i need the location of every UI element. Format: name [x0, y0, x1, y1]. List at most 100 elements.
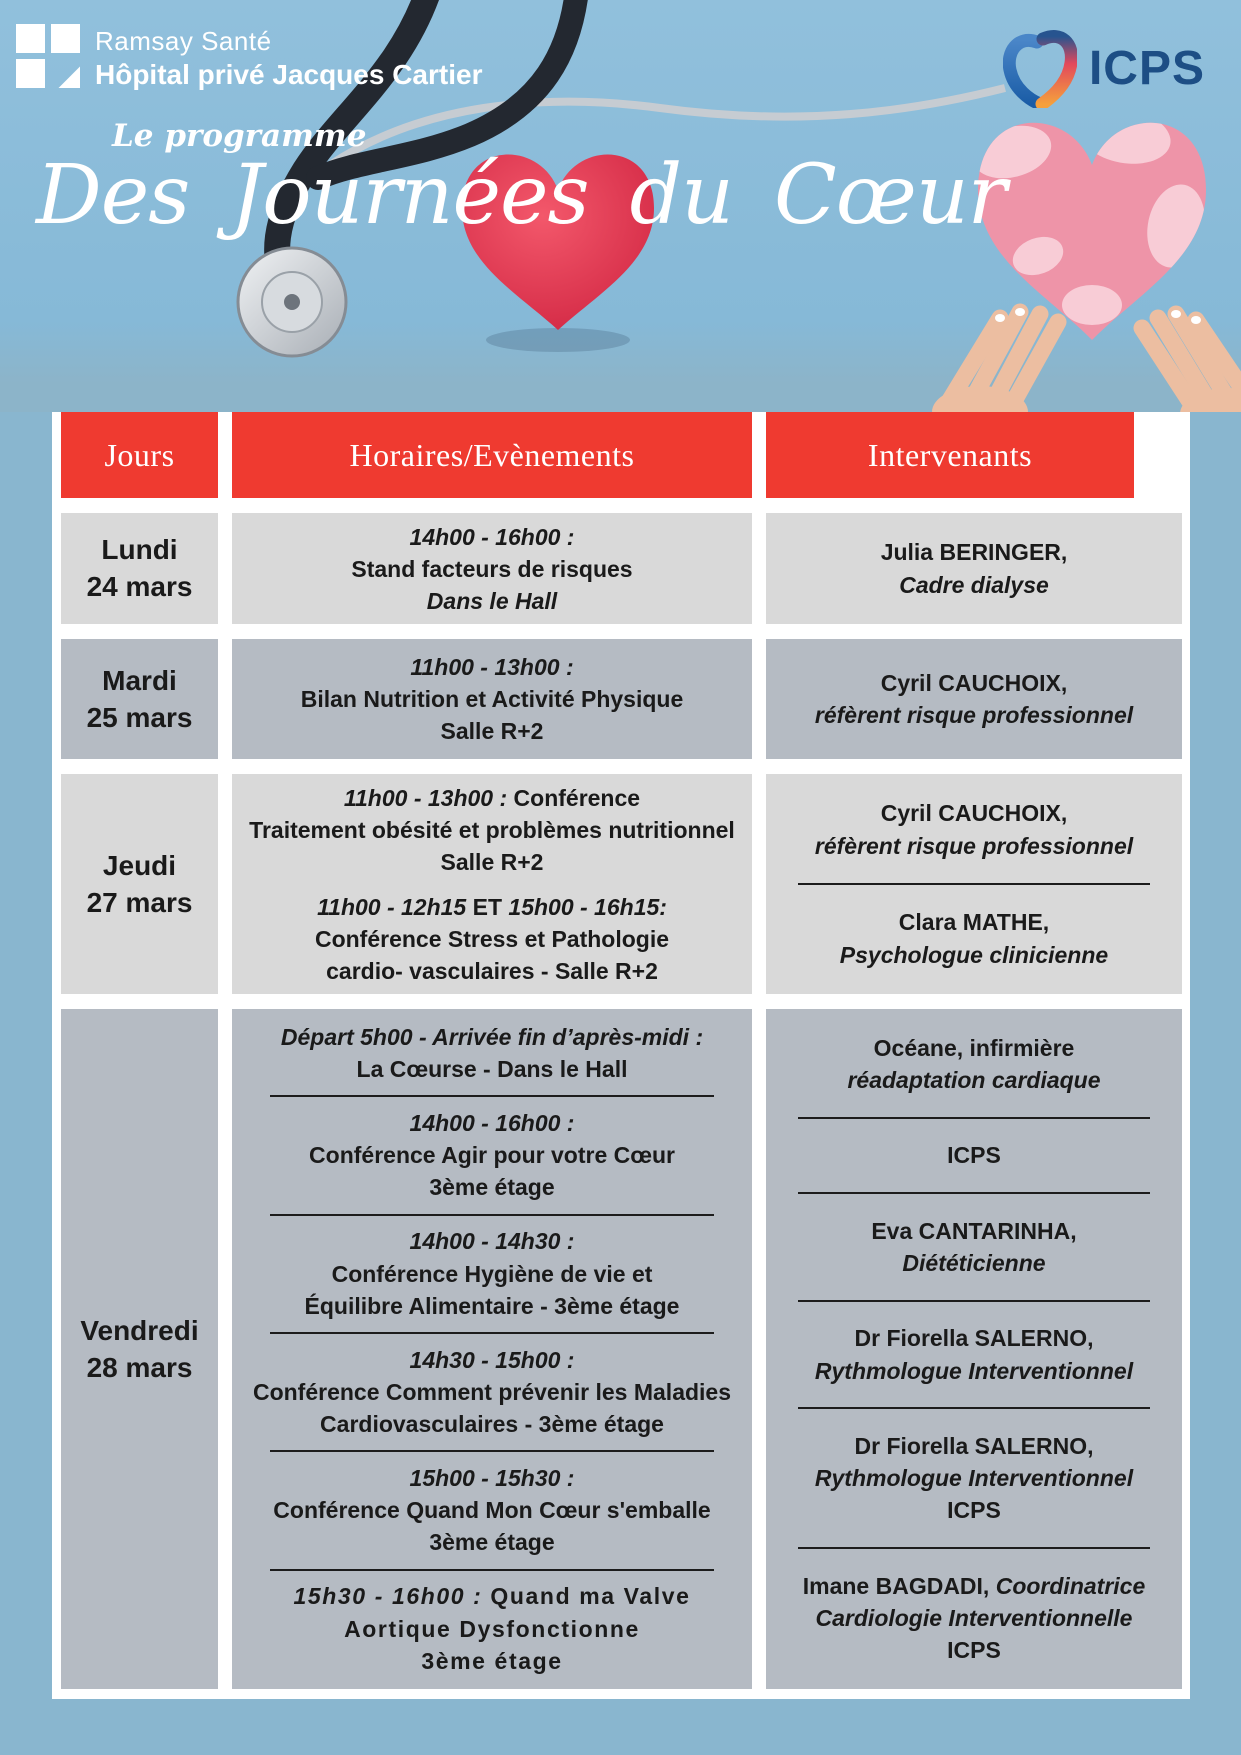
text-line: 14h00 - 14h30 : — [240, 1225, 744, 1257]
text-segment: réadaptation cardiaque — [847, 1066, 1101, 1093]
ramsay-logo: Ramsay Santé Hôpital privé Jacques Carti… — [16, 24, 482, 92]
text-segment: Psychologue clinicienne — [839, 941, 1109, 968]
text-segment: Cadre dialyse — [899, 571, 1049, 598]
event-block: Départ 5h00 - Arrivée fin d’après-midi :… — [240, 1021, 744, 1085]
separator-line — [798, 1547, 1150, 1550]
separator-line — [270, 1213, 714, 1216]
text-line: Psychologue clinicienne — [774, 939, 1174, 971]
event-block: 14h00 - 14h30 : Conférence Hygiène de vie… — [240, 1225, 744, 1322]
text-line: Cardiovasculaires - 3ème étage — [240, 1408, 744, 1440]
text-line: Conférence Quand Mon Cœur s'emballe — [240, 1494, 744, 1526]
text-line: Clara MATHE, — [774, 906, 1174, 938]
text-segment: Salle R+2 — [440, 849, 544, 876]
text-segment: Conférence Stress et Pathologie — [314, 925, 670, 952]
text-line: Départ 5h00 - Arrivée fin d’après-midi : — [240, 1021, 744, 1053]
text-line: ICPS — [774, 1634, 1174, 1666]
text-segment: 15h00 - 15h30 : — [409, 1465, 575, 1492]
text-line: Conférence Comment prévenir les Maladies — [240, 1376, 744, 1408]
text-segment: Julia BERINGER, — [880, 539, 1068, 566]
speaker-block: Julia BERINGER, Cadre dialyse — [774, 536, 1174, 600]
separator-line — [270, 1450, 714, 1453]
text-line: cardio- vasculaires - Salle R+2 — [240, 955, 744, 987]
text-segment: 11h00 - 12h15 — [317, 893, 473, 920]
event-block: 15h00 - 15h30 : Conférence Quand Mon Cœur… — [240, 1462, 744, 1559]
speaker-block: Imane BAGDADI, Coordinatrice Cardiologie … — [774, 1570, 1174, 1667]
stethoscope-illustration — [236, 0, 1006, 358]
day-date: 24 mars — [86, 571, 193, 602]
text-segment: ICPS — [947, 1637, 1001, 1664]
separator-line — [798, 1299, 1150, 1302]
text-segment: 3ème étage — [429, 1529, 555, 1556]
text-line: Cyril CAUCHOIX, — [774, 797, 1174, 829]
text-line: ICPS — [774, 1139, 1174, 1171]
text-line: Équilibre Alimentaire - 3ème étage — [240, 1290, 744, 1322]
hospital-name: Hôpital privé Jacques Cartier — [95, 58, 483, 90]
text-segment: 14h00 - 16h00 : — [409, 1110, 575, 1137]
text-line: réadaptation cardiaque — [774, 1064, 1174, 1096]
text-line: Imane BAGDADI, Coordinatrice — [774, 1570, 1174, 1602]
text-segment: Aortique Dysfonctionne — [344, 1615, 640, 1642]
speakers-cell: Océane, infirmière réadaptation cardiaque… — [766, 1009, 1182, 1689]
event-block: 11h00 - 13h00 : Conférence Traitement obé… — [240, 782, 744, 879]
text-segment: 11h00 - 13h00 : — [410, 653, 574, 680]
text-line: Rythmologue Interventionnel — [774, 1462, 1174, 1494]
text-segment: Rythmologue Interventionnel — [814, 1357, 1134, 1384]
events-cell: 11h00 - 13h00 : Bilan Nutrition et Activi… — [232, 639, 752, 759]
text-segment: Diététicienne — [902, 1249, 1046, 1276]
text-line: Océane, infirmière — [774, 1032, 1174, 1064]
text-segment: Cyril CAUCHOIX, — [880, 669, 1068, 696]
hands-heart-globe-illustration — [932, 122, 1241, 412]
column-header-horaires: Horaires/Evènements — [232, 412, 752, 498]
day-name: Vendredi — [80, 1314, 199, 1346]
text-line: Bilan Nutrition et Activité Physique — [240, 683, 744, 715]
text-line: 14h00 - 16h00 : — [240, 521, 744, 553]
separator-line — [270, 1095, 714, 1098]
text-line: Dr Fiorella SALERNO, — [774, 1430, 1174, 1462]
text-segment: Équilibre Alimentaire - 3ème étage — [304, 1292, 680, 1319]
icps-heart-icon — [1002, 30, 1077, 108]
day-name: Mardi — [102, 664, 177, 696]
text-segment: Conférence — [513, 785, 641, 811]
text-segment: Conférence Quand Mon Cœur s'emballe — [273, 1497, 711, 1524]
text-segment: Conférence Hygiène de vie et — [331, 1260, 653, 1287]
text-line: 15h00 - 15h30 : — [240, 1462, 744, 1494]
column-header-label: Intervenants — [867, 436, 1033, 473]
day-cell: Lundi 24 mars — [61, 513, 218, 624]
text-line: 14h00 - 16h00 : — [240, 1107, 744, 1139]
day-cell: Vendredi 28 mars — [61, 1009, 218, 1689]
event-block: 14h00 - 16h00 : Stand facteurs de risques… — [240, 521, 744, 618]
speaker-block: Océane, infirmière réadaptation cardiaque — [774, 1032, 1174, 1096]
text-segment: Dans le Hall — [426, 588, 558, 615]
hero-banner: Ramsay Santé Hôpital privé Jacques Carti… — [0, 0, 1241, 412]
text-segment: ET — [472, 893, 503, 920]
text-line: 11h00 - 12h15 ET 15h00 - 16h15: — [240, 891, 744, 923]
text-line: La Cœurse - Dans le Hall — [240, 1053, 744, 1085]
text-segment: Rythmologue Interventionnel — [814, 1465, 1134, 1492]
speaker-block: Cyril CAUCHOIX, réfèrent risque professio… — [774, 667, 1174, 731]
text-segment: 3ème étage — [421, 1647, 563, 1674]
speakers-cell: Cyril CAUCHOIX, réfèrent risque professio… — [766, 639, 1182, 759]
speakers-cell: Julia BERINGER, Cadre dialyse — [766, 513, 1182, 624]
event-block: 14h00 - 16h00 : Conférence Agir pour votr… — [240, 1107, 744, 1204]
text-segment: 14h30 - 15h00 : — [409, 1346, 575, 1373]
speaker-block: Cyril CAUCHOIX, réfèrent risque professio… — [774, 797, 1174, 861]
text-segment: 14h00 - 14h30 : — [409, 1228, 575, 1255]
day-cell: Mardi 25 mars — [61, 639, 218, 759]
text-line: réfèrent risque professionnel — [774, 699, 1174, 731]
text-line: 3ème étage — [240, 1171, 744, 1203]
schedule-table: Jours Horaires/Evènements Intervenants L… — [52, 412, 1190, 1699]
text-segment: Traitement obésité et problèmes nutritio… — [249, 817, 735, 844]
speaker-block: Dr Fiorella SALERNO, Rythmologue Interven… — [774, 1322, 1174, 1386]
red-heart-illustration — [462, 154, 654, 352]
text-line: Traitement obésité et problèmes nutritio… — [240, 814, 744, 846]
text-line: Salle R+2 — [240, 715, 744, 747]
column-header-label: Jours — [104, 436, 175, 473]
text-segment: Imane BAGDADI, — [802, 1572, 996, 1599]
text-segment: ICPS — [947, 1497, 1001, 1524]
text-segment: 15h00 - 16h15: — [502, 893, 667, 920]
text-line: Dans le Hall — [240, 585, 744, 617]
text-line: ICPS — [774, 1494, 1174, 1526]
text-segment: Départ 5h00 - Arrivée fin d’après-midi : — [280, 1023, 704, 1050]
text-segment: réfèrent risque professionnel — [814, 832, 1134, 859]
brand-name: Ramsay Santé — [95, 26, 272, 56]
